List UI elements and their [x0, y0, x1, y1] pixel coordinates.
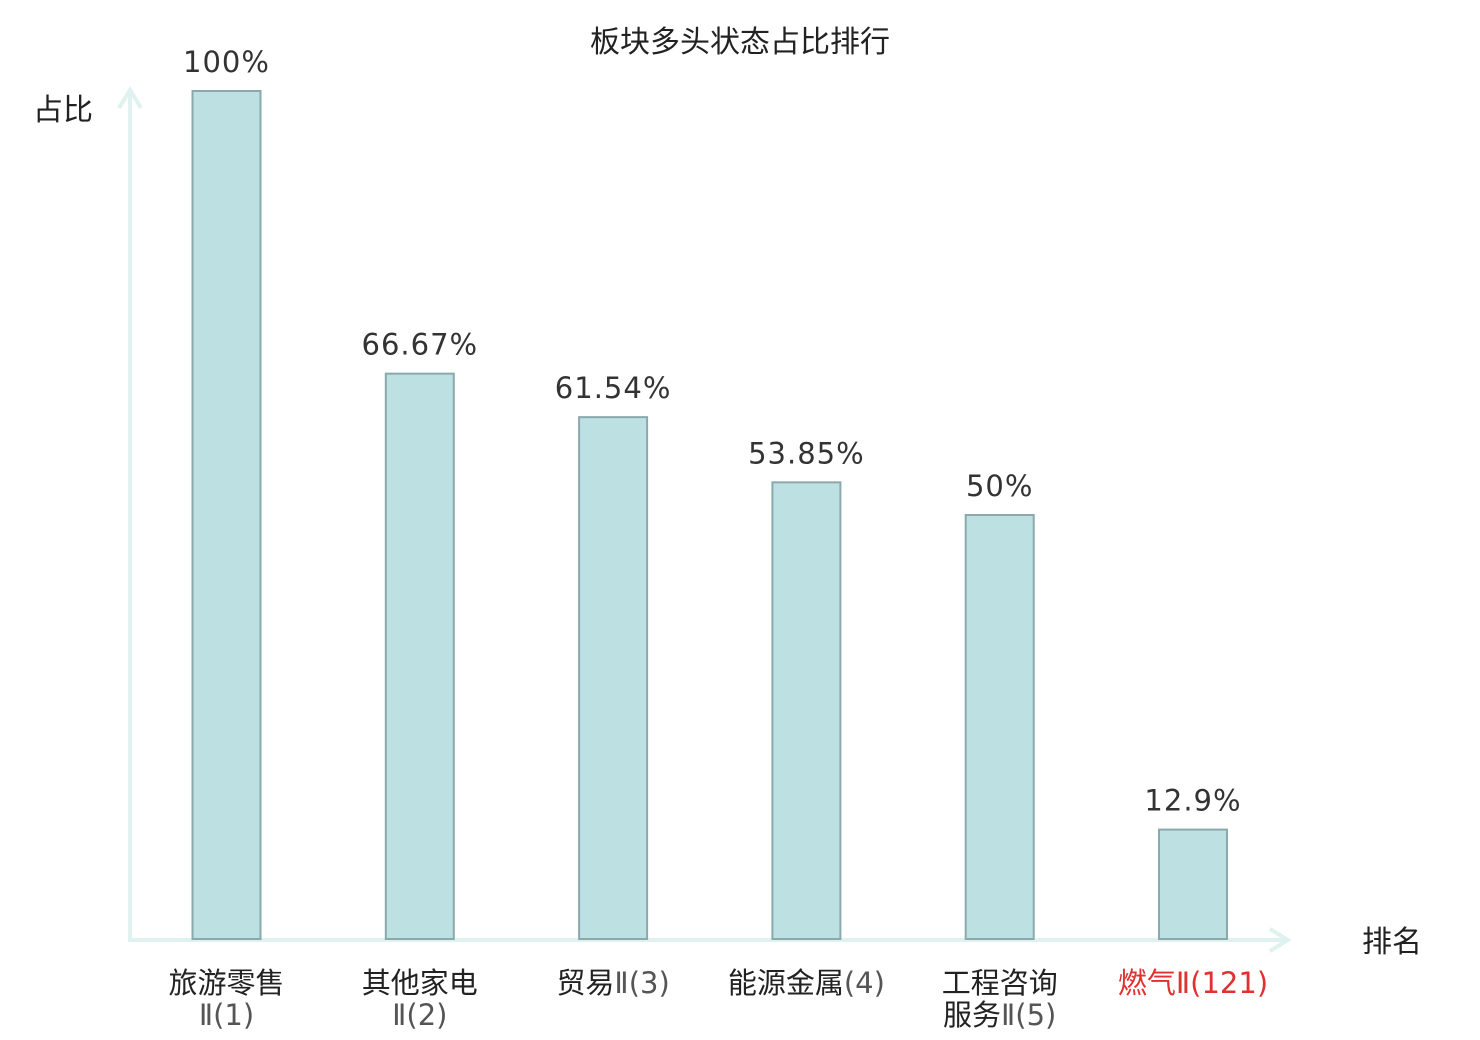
value-label-1: 100% — [183, 45, 270, 79]
bar-6 — [1158, 828, 1228, 940]
bar-1 — [191, 90, 262, 940]
category-label-4: 能源金属(4) — [728, 966, 885, 1000]
value-label-2: 66.67% — [362, 328, 479, 362]
bar-4 — [771, 481, 842, 940]
y-axis-label: 占比 — [33, 93, 93, 128]
value-label-3: 61.54% — [555, 371, 672, 405]
category-label-3: 贸易Ⅱ(3) — [556, 966, 669, 1000]
bar-3 — [578, 416, 649, 940]
value-labels-group: 100% 66.67% 61.54% 53.85% 50% 12.9% — [183, 45, 1241, 818]
bar-2 — [384, 372, 455, 940]
category-label-2: 其他家电 Ⅱ(2) — [362, 966, 478, 1032]
value-label-5: 50% — [966, 469, 1033, 503]
bar-5 — [964, 514, 1035, 940]
x-axis-arrow — [1268, 927, 1292, 953]
axes — [117, 86, 1292, 953]
y-axis-arrow — [117, 86, 143, 110]
category-label-5: 工程咨询服务Ⅱ(5) — [942, 966, 1058, 1032]
bars-group — [191, 90, 1228, 940]
category-label-1: 旅游零售 Ⅱ(1) — [168, 966, 284, 1032]
chart-title: 板块多头状态占比排行 — [590, 25, 890, 60]
category-label-6: 燃气Ⅱ(121) — [1118, 966, 1268, 1000]
x-axis-label: 排名 — [1362, 925, 1422, 960]
value-label-6: 12.9% — [1144, 784, 1241, 818]
category-labels-group: 旅游零售 Ⅱ(1) 其他家电 Ⅱ(2) 贸易Ⅱ(3) 能源金属(4) 工程咨询服务Ⅱ(5) 燃… — [168, 966, 1268, 1032]
value-label-4: 53.85% — [748, 436, 865, 470]
